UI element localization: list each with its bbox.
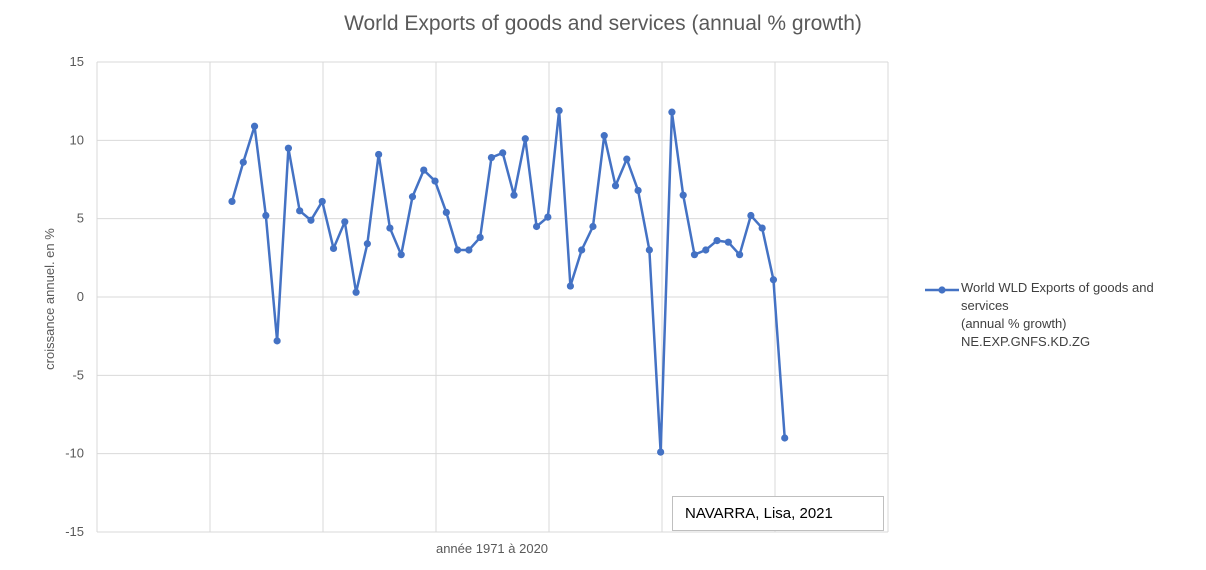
data-point xyxy=(363,240,371,248)
data-point xyxy=(228,197,236,206)
y-tick-label: 10 xyxy=(70,132,84,147)
x-axis-title: année 1971 à 2020 xyxy=(436,541,548,556)
data-point xyxy=(352,288,360,296)
data-point xyxy=(645,246,653,254)
data-point xyxy=(600,132,608,140)
data-point xyxy=(611,182,620,190)
data-point xyxy=(375,150,383,159)
data-point xyxy=(329,244,338,253)
y-tick-label: -5 xyxy=(72,367,84,382)
y-tick-label: -10 xyxy=(65,446,84,461)
data-point xyxy=(758,224,766,232)
data-point xyxy=(668,108,676,116)
data-point xyxy=(239,158,247,166)
data-point xyxy=(566,282,575,290)
data-point xyxy=(532,222,541,231)
data-point xyxy=(499,149,507,157)
data-point xyxy=(273,337,281,345)
data-point xyxy=(713,237,721,245)
data-point xyxy=(442,208,450,216)
data-point xyxy=(781,434,789,442)
data-point xyxy=(250,122,259,130)
y-tick-label: 0 xyxy=(77,289,84,304)
data-point xyxy=(747,211,755,220)
data-point xyxy=(679,191,687,199)
data-point xyxy=(555,106,563,115)
series-line xyxy=(230,109,786,454)
data-point xyxy=(702,246,710,254)
data-point xyxy=(510,191,518,199)
credit-text: NAVARRA, Lisa, 2021 xyxy=(685,505,833,522)
data-point xyxy=(465,246,473,254)
data-point xyxy=(769,276,778,284)
data-point xyxy=(521,135,529,143)
data-point xyxy=(476,233,484,242)
y-axis-title: croissance annuel. en % xyxy=(42,228,57,370)
y-tick-label: 5 xyxy=(77,211,84,226)
data-point xyxy=(431,177,439,185)
data-point xyxy=(318,197,326,206)
legend-label: World WLD Exports of goods and services … xyxy=(961,280,1154,349)
data-point xyxy=(544,213,552,221)
data-point xyxy=(724,238,732,246)
y-tick-label: 15 xyxy=(70,54,84,69)
data-point xyxy=(736,251,744,259)
data-point xyxy=(623,155,631,163)
credit-box: NAVARRA, Lisa, 2021 xyxy=(672,496,884,531)
legend-marker-icon xyxy=(925,286,959,294)
data-point xyxy=(690,251,699,259)
y-tick-label: -15 xyxy=(65,524,84,539)
data-point xyxy=(408,193,417,201)
data-point xyxy=(386,224,394,232)
data-point xyxy=(487,153,496,162)
data-point xyxy=(420,166,428,174)
data-point xyxy=(262,211,270,220)
data-point xyxy=(341,218,349,226)
data-point xyxy=(284,144,292,152)
data-point xyxy=(397,251,405,259)
data-point xyxy=(589,222,597,231)
data-point xyxy=(296,207,304,215)
data-point xyxy=(578,246,586,254)
chart-title: World Exports of goods and services (ann… xyxy=(344,12,862,35)
data-point xyxy=(307,216,315,224)
data-point xyxy=(634,186,642,195)
data-point xyxy=(657,448,665,456)
data-point xyxy=(454,246,462,254)
